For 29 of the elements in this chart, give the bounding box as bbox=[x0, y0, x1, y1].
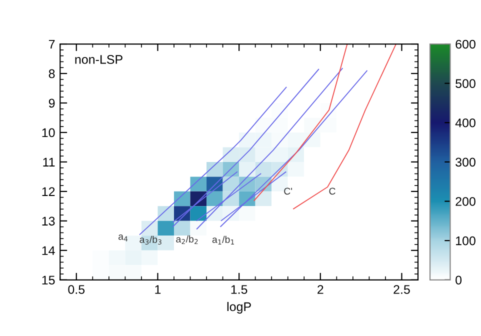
annotation: C bbox=[329, 188, 336, 195]
color-bar-label: 400 bbox=[455, 118, 476, 128]
color-bar-label: 300 bbox=[456, 158, 476, 167]
x-tick-label: 0.5 bbox=[68, 285, 85, 294]
y-tick-label: 11 bbox=[43, 158, 55, 166]
y-tick-label: 8 bbox=[48, 69, 55, 78]
annotation: a$_{2}$/b$_{2}$ bbox=[176, 235, 198, 244]
color-bar-label: 200 bbox=[456, 197, 476, 206]
annotation: a$_{4}$ bbox=[118, 234, 128, 242]
y-tick-label: 7 bbox=[48, 40, 55, 49]
annotation: a$_{1}$/b$_{1}$ bbox=[212, 236, 234, 244]
annotation: C' bbox=[284, 188, 292, 195]
x-tick-label: 2 bbox=[318, 285, 324, 294]
color-bar-label: 0 bbox=[456, 276, 462, 285]
annotation: non-LSP bbox=[75, 55, 122, 64]
y-tick-label: 9 bbox=[48, 98, 55, 108]
y-tick-label: 12 bbox=[42, 187, 55, 196]
x-axis-title: logP bbox=[227, 302, 251, 314]
x-tick-label: 1.5 bbox=[231, 285, 248, 294]
y-tick-label: 13 bbox=[42, 216, 55, 226]
x-tick-label: 1 bbox=[155, 285, 161, 294]
y-tick-label: 10 bbox=[42, 128, 55, 138]
y-tick-label: 15 bbox=[42, 276, 55, 285]
x-tick-label: 2.5 bbox=[394, 285, 410, 294]
color-bar-label: 600 bbox=[456, 40, 476, 49]
color-bar-label: 100 bbox=[456, 236, 476, 246]
color-bar-label: 500 bbox=[456, 79, 476, 88]
y-tick-label: 14 bbox=[42, 246, 55, 255]
annotation: a$_{3}$/b$_{3}$ bbox=[140, 236, 162, 245]
